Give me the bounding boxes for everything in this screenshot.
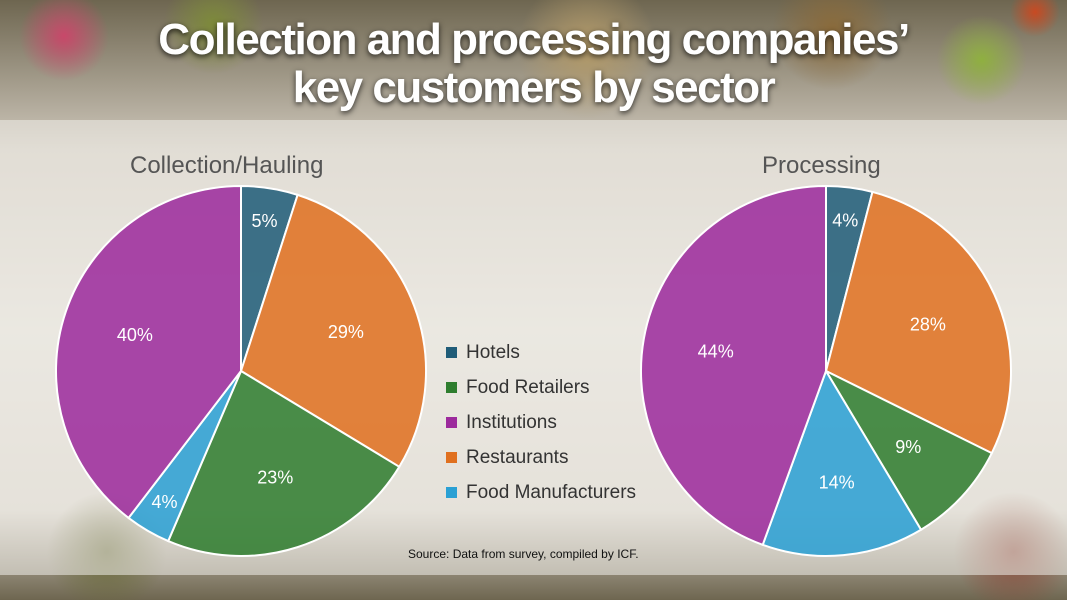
legend-label: Hotels (466, 341, 520, 363)
pie-slice-food-retailers (823, 368, 994, 532)
pie-slice-restaurants (824, 190, 1012, 455)
slice-label-institutions: 44% (698, 342, 734, 362)
slice-label-restaurants: 28% (910, 314, 946, 334)
pie-slice-food-retailers (166, 369, 401, 557)
title-line-1: Collection and processing companies’ (158, 15, 910, 64)
legend-swatch (446, 347, 457, 358)
legend-label: Restaurants (466, 446, 569, 468)
legend-item-hotels: Hotels (446, 335, 636, 370)
main-title: Collection and processing companies’ key… (0, 16, 1067, 112)
legend-label: Food Retailers (466, 376, 590, 398)
legend-item-food-retailers: Food Retailers (446, 370, 636, 405)
slice-label-food-manufacturers: 14% (819, 472, 855, 492)
pie-slice-institutions (55, 184, 242, 520)
pie-slice-food-manufacturers (761, 368, 923, 557)
title-line-2: key customers by sector (292, 63, 776, 112)
legend: Hotels Food Retailers Institutions Restaura… (446, 335, 636, 510)
legend-label: Institutions (466, 411, 557, 433)
slice-label-food-retailers: 9% (895, 437, 921, 457)
legend-swatch (446, 417, 457, 428)
collection-hauling-title: Collection/Hauling (130, 152, 324, 179)
processing-pie: 4% 28% 9% 14% 44% (640, 184, 1012, 557)
legend-item-restaurants: Restaurants (446, 440, 636, 475)
legend-label: Food Manufacturers (466, 481, 637, 503)
legend-swatch (446, 487, 457, 498)
slice-label-institutions: 40% (117, 325, 153, 345)
collection-hauling-pie: 5% 29% 23% 4% 40% (55, 184, 427, 557)
slice-label-food-manufacturers: 4% (151, 492, 177, 512)
processing-title: Processing (762, 152, 881, 179)
legend-swatch (446, 452, 457, 463)
legend-item-institutions: Institutions (446, 405, 636, 440)
source-note: Source: Data from survey, compiled by IC… (408, 547, 639, 561)
legend-item-food-manufacturers: Food Manufacturers (446, 475, 636, 510)
slice-label-hotels: 4% (832, 211, 858, 231)
pie-slice-institutions (640, 184, 827, 547)
legend-swatch (446, 382, 457, 393)
slice-label-hotels: 5% (251, 211, 277, 231)
slice-label-food-retailers: 23% (257, 468, 293, 488)
slice-label-restaurants: 29% (328, 322, 364, 342)
